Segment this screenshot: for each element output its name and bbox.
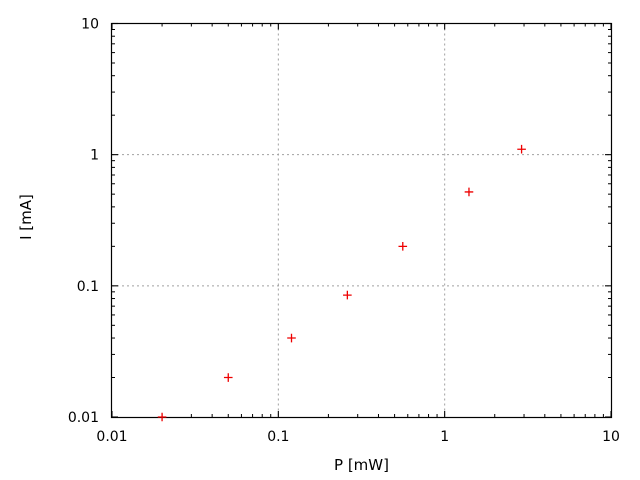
plot-border [110, 22, 613, 419]
grid-layer [112, 23, 611, 417]
tick-layer [111, 22, 612, 418]
data-point-marker [398, 242, 408, 251]
x-tick-label: 10 [602, 429, 620, 445]
data-points-layer [157, 144, 526, 422]
x-axis-title: P [mW] [334, 456, 389, 474]
y-tick-label: 1 [90, 148, 99, 164]
x-tick-label: 1 [440, 429, 449, 445]
data-point-marker [223, 373, 233, 382]
y-tick-label: 0.01 [68, 410, 99, 426]
data-point-marker [517, 144, 526, 154]
x-tick-label: 0.01 [96, 429, 127, 445]
y-tick-label: 10 [81, 17, 99, 33]
x-tick-label: 0.1 [267, 429, 289, 445]
y-axis-title: I [mA] [17, 194, 35, 240]
data-point-marker [464, 187, 474, 197]
data-point-marker [343, 290, 352, 300]
tick-label-layer: 0.01 0.1 1 10 0.01 0.1 1 10 [68, 17, 620, 446]
data-point-marker [157, 412, 167, 422]
y-tick-label: 0.1 [77, 279, 99, 295]
data-point-marker [287, 333, 296, 343]
